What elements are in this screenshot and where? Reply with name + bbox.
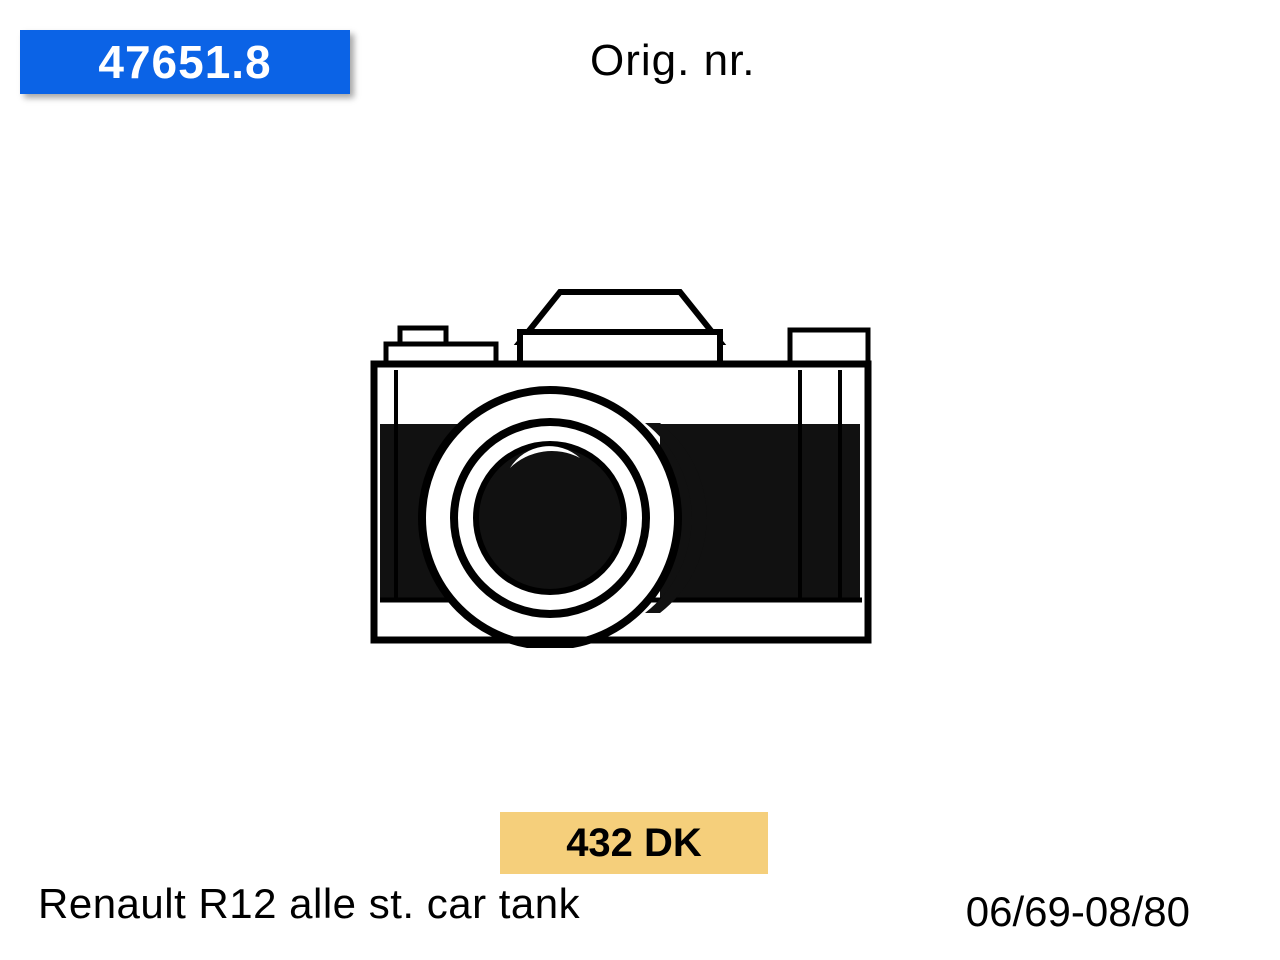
price-badge: 432 DK <box>500 812 768 874</box>
camera-icon <box>360 288 880 648</box>
description-text: Renault R12 alle st. car tank <box>38 880 580 928</box>
part-number-badge: 47651.8 <box>20 30 350 94</box>
orig-nr-label: Orig. nr. <box>590 36 756 86</box>
date-range-text: 06/69-08/80 <box>966 888 1190 936</box>
